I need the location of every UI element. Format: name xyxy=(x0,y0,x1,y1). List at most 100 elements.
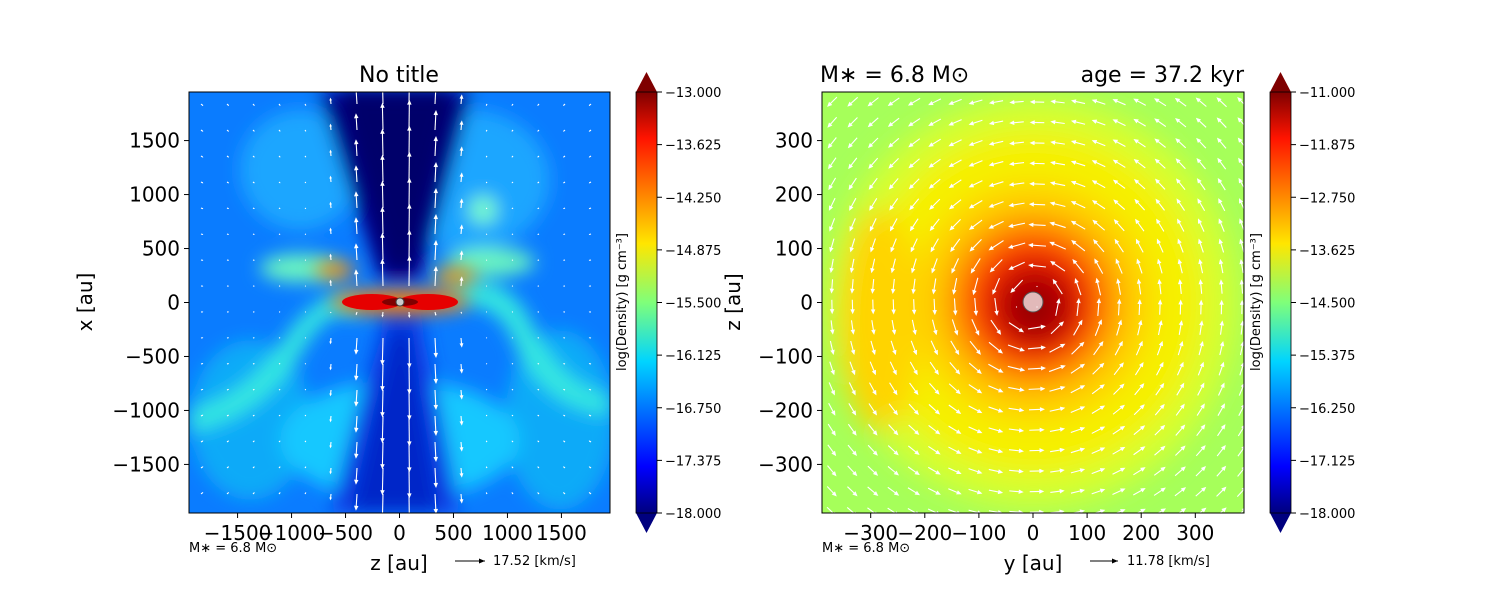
velocity-arrow xyxy=(849,258,855,274)
velocity-arrow xyxy=(826,486,837,497)
velocity-arrow xyxy=(252,129,255,132)
velocity-arrow xyxy=(888,157,899,169)
velocity-arrow xyxy=(354,337,359,355)
velocity-arrow xyxy=(1008,428,1025,433)
y-tick-label: 1500 xyxy=(129,129,180,153)
velocity-arrow xyxy=(226,181,230,184)
velocity-arrow xyxy=(1049,427,1066,432)
velocity-arrow xyxy=(969,239,982,252)
velocity-arrow xyxy=(951,319,959,336)
velocity-arrow xyxy=(1036,306,1038,308)
velocity-arrow xyxy=(948,98,962,105)
colorbar-tick-label: −16.250 xyxy=(1299,402,1355,417)
velocity-arrow xyxy=(948,159,962,168)
velocity-arrow xyxy=(226,207,230,210)
velocity-arrow xyxy=(330,311,332,314)
velocity-arrow xyxy=(887,97,900,107)
velocity-arrow xyxy=(200,466,204,469)
velocity-arrow xyxy=(1176,198,1185,211)
velocity-arrow xyxy=(1070,99,1086,105)
velocity-arrow xyxy=(433,110,439,131)
velocity-arrow xyxy=(1049,365,1066,373)
velocity-arrow xyxy=(867,444,878,456)
velocity-arrow xyxy=(1112,467,1126,475)
velocity-arrow xyxy=(381,493,384,513)
velocity-arrow xyxy=(1217,403,1226,416)
velocity-arrow xyxy=(380,206,385,235)
velocity-arrow xyxy=(459,146,464,157)
velocity-arrow xyxy=(850,340,856,356)
velocity-arrow xyxy=(908,445,920,456)
velocity-arrow xyxy=(563,388,566,391)
velocity-arrow xyxy=(304,492,307,495)
velocity-arrow xyxy=(1135,238,1144,253)
ticks-1: −1500−1000−500 0 500 1000 1500150010005000−5… xyxy=(112,129,587,545)
velocity-arrow xyxy=(1219,340,1225,356)
velocity-arrow xyxy=(537,155,540,158)
velocity-arrow xyxy=(380,467,385,496)
velocity-arrow xyxy=(951,258,960,274)
velocity-arrow xyxy=(1237,466,1244,477)
velocity-arrow xyxy=(1112,99,1126,106)
velocity-arrow xyxy=(1237,445,1244,457)
velocity-arrow xyxy=(848,403,857,416)
velocity-arrow xyxy=(1049,241,1066,250)
x-tick-label: −500 xyxy=(318,521,373,545)
colorbar-2: −11.000 −11.875 −12.750 −13.625 −14.500 −15.3… xyxy=(1249,72,1355,533)
velocity-arrow xyxy=(927,487,941,495)
velocity-arrow xyxy=(433,363,439,384)
velocity-arrow xyxy=(1091,426,1106,434)
velocity-arrow xyxy=(252,233,255,236)
velocity-arrow xyxy=(1216,444,1226,457)
velocity-arrow xyxy=(952,298,958,316)
velocity-arrow xyxy=(867,465,879,476)
velocity-arrow xyxy=(354,165,359,183)
velocity-arrow xyxy=(907,487,921,496)
velocity-arrow xyxy=(563,492,566,495)
velocity-arrow xyxy=(988,448,1004,454)
velocity-arrow xyxy=(849,361,856,376)
velocity-arrow xyxy=(1028,386,1046,392)
velocity-arrow xyxy=(278,259,281,261)
velocity-arrow xyxy=(1198,238,1204,253)
velocity-arrow xyxy=(908,118,921,127)
velocity-arrow xyxy=(1136,258,1143,274)
velocity-arrow xyxy=(304,466,307,469)
y-tick-label: −300 xyxy=(758,452,813,476)
velocity-arrow xyxy=(1070,180,1086,188)
velocity-arrow xyxy=(459,363,464,374)
velocity-arrow xyxy=(1029,448,1045,453)
velocity-arrow xyxy=(511,440,514,443)
velocity-arrow xyxy=(1133,404,1145,416)
vector-key-1: 17.52 [km/s] xyxy=(455,554,576,569)
velocity-arrow xyxy=(847,96,859,107)
velocity-arrow xyxy=(848,382,856,396)
velocity-arrow xyxy=(829,238,835,253)
velocity-arrow xyxy=(909,361,918,376)
velocity-arrow xyxy=(1237,117,1244,126)
velocity-arrow xyxy=(537,207,540,210)
velocity-arrow xyxy=(870,238,876,253)
velocity-arrow xyxy=(1175,138,1187,149)
velocity-arrow xyxy=(1008,407,1025,413)
velocity-arrow xyxy=(407,177,412,209)
x-tick-label: −100 xyxy=(951,521,1006,545)
velocity-arrow xyxy=(1029,509,1045,513)
velocity-arrow xyxy=(278,388,281,391)
velocity-arrow xyxy=(537,259,540,261)
velocity-arrow xyxy=(1091,140,1106,147)
velocity-arrow xyxy=(252,440,255,443)
velocity-arrow xyxy=(952,277,958,295)
velocity-arrow xyxy=(380,363,385,392)
velocity-arrow xyxy=(563,337,566,339)
velocity-arrow xyxy=(849,197,857,211)
velocity-arrow xyxy=(278,129,281,132)
velocity-arrow xyxy=(1070,468,1086,474)
velocity-arrow xyxy=(1091,99,1106,105)
velocity-arrow xyxy=(1195,486,1207,497)
velocity-arrow xyxy=(909,218,919,232)
velocity-arrow xyxy=(890,278,896,295)
velocity-arrow xyxy=(1218,258,1224,274)
velocity-arrow xyxy=(252,259,255,261)
velocity-arrow xyxy=(1095,277,1102,296)
